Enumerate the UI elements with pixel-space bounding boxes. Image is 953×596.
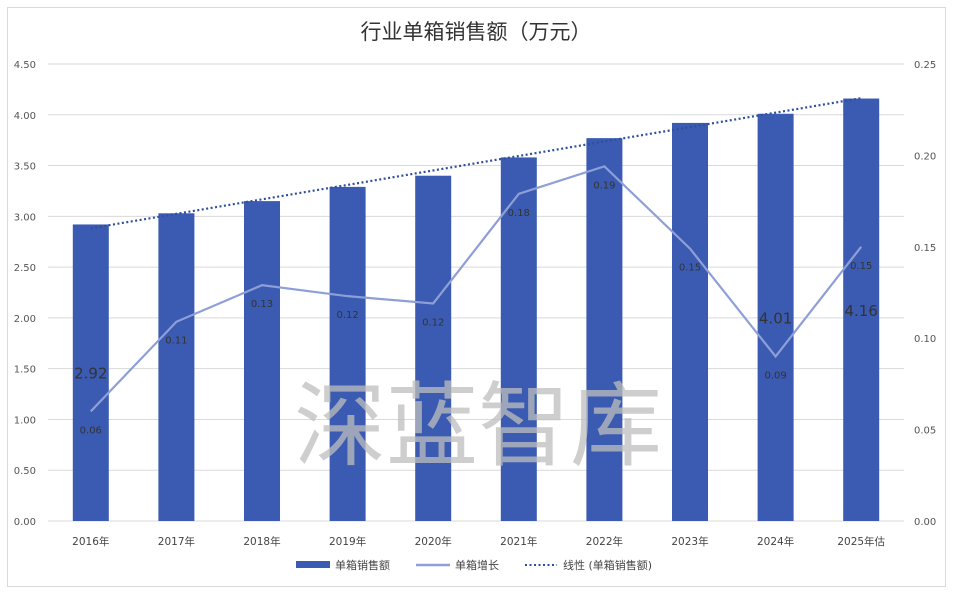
bar [843,98,880,521]
y-right-tick-label: 0.25 [914,60,936,71]
watermark: 深蓝智库 [294,373,662,480]
bar [415,175,452,521]
bar [72,224,109,522]
x-tick-label: 2020年 [415,535,452,548]
bar [158,213,195,521]
x-tick-label: 2025年估 [837,535,885,548]
chart-title: 行业单箱销售额（万元） [361,20,592,44]
y-left-tick-label: 4.00 [14,111,36,122]
line-data-label: 0.11 [165,336,187,347]
bar [757,113,794,522]
legend-label-line: 单箱增长 [455,558,499,572]
line-data-label: 0.19 [593,180,615,191]
line-data-label: 0.06 [80,425,102,436]
y-left-tick-label: 0.00 [14,517,36,528]
bar-data-label: 4.16 [844,302,877,320]
bar [500,157,537,522]
chart-border [7,7,946,587]
legend-label-bar: 单箱销售额 [335,558,390,572]
line-data-label: 0.12 [422,317,444,328]
line-data-label: 0.09 [764,370,786,381]
bar [244,201,280,521]
y-left-tick-label: 2.00 [14,314,36,325]
y-right-tick-label: 0.20 [914,151,936,162]
line-data-label: 0.12 [336,310,358,321]
line-data-label: 0.18 [508,208,530,219]
x-tick-label: 2021年 [500,535,537,548]
y-left-tick-label: 1.00 [14,415,36,426]
x-tick-label: 2023年 [671,535,708,548]
y-right-tick-label: 0.15 [914,243,936,254]
y-right-tick-label: 0.00 [914,517,936,528]
x-tick-label: 2022年 [586,535,623,548]
x-tick-label: 2018年 [243,535,280,548]
line-data-label: 0.15 [679,263,701,274]
x-tick-label: 2017年 [158,535,195,548]
y-left-tick-label: 3.00 [14,212,36,223]
x-tick-label: 2016年 [72,535,109,548]
legend-swatch-bar [296,561,330,568]
y-left-tick-label: 1.50 [14,365,36,376]
growth-line [90,165,863,413]
line-data-label: 0.13 [251,299,273,310]
y-right-tick-label: 0.10 [914,334,936,345]
y-left-tick-label: 2.50 [14,263,36,274]
y-left-tick-label: 4.50 [14,60,36,71]
y-left-tick-label: 0.50 [14,466,36,477]
bar [329,186,366,522]
line-data-label: 0.15 [850,261,872,272]
legend-label-trend: 线性 (单箱销售额) [563,558,652,572]
bar [586,138,623,521]
bar-data-label: 2.92 [74,365,107,383]
bar-data-label: 4.01 [759,309,792,327]
y-right-tick-label: 0.05 [914,426,936,437]
x-tick-label: 2024年 [757,535,794,548]
x-tick-label: 2019年 [329,535,366,548]
bar [672,122,708,521]
y-left-tick-label: 3.50 [14,162,36,173]
legend: 单箱销售额 单箱增长 线性 (单箱销售额) [296,558,652,572]
